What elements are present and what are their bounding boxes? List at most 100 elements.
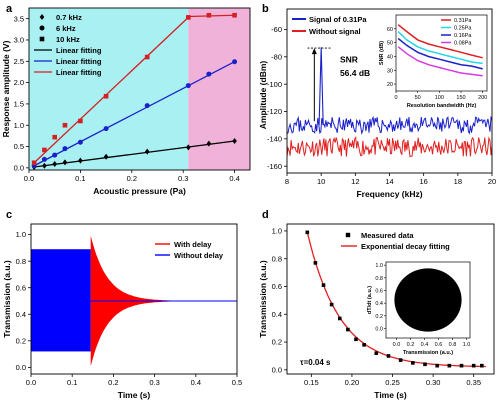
inset-x-tick-label: 200 xyxy=(478,95,487,101)
plot-frame xyxy=(395,14,488,92)
data-point-diamond xyxy=(186,144,191,151)
fit-line-2 xyxy=(33,16,189,164)
data-point-square xyxy=(232,12,237,18)
measured-data-point xyxy=(435,363,439,368)
inset-x-tick-label: 100 xyxy=(435,95,444,101)
without-signal-trace xyxy=(287,136,492,158)
d-y-tick-label: 1.0 xyxy=(272,227,282,236)
legend-marker-circle xyxy=(39,25,45,31)
a-y-tick-label: 0.5 xyxy=(14,142,24,151)
c-x-tick-label: 0.5 xyxy=(232,378,242,387)
data-point-circle xyxy=(232,59,238,65)
legend-label: Signal of 0.31Pa xyxy=(309,15,367,24)
data-point-circle xyxy=(62,146,68,152)
inset-x-tick-label: 1.0 xyxy=(463,342,471,348)
measured-data-point xyxy=(362,343,366,347)
inset-y-tick-label: 0.0 xyxy=(375,327,383,333)
data-point-circle xyxy=(144,103,150,109)
legend-label: 6 kHz xyxy=(56,24,76,33)
exponential-fit-curve xyxy=(306,232,486,368)
snr-value: 56.4 dB xyxy=(340,68,370,78)
d-x-tick-label: 0.20 xyxy=(345,378,360,387)
measured-data-point xyxy=(411,361,415,365)
panel-c-chart: 0.0 0.1 0.2 0.3 0.4 0.5 0.0 0.2 0.4 0.6 0.8 1.0 Time… xyxy=(2,223,242,400)
d-y-tick-label: 0.4 xyxy=(272,310,282,319)
inset-series-line xyxy=(397,31,483,65)
measured-data-point xyxy=(447,363,452,368)
a-y-tick-label: 1.5 xyxy=(14,100,24,109)
data-point-square xyxy=(52,134,57,140)
c-y-tick-label: 0.0 xyxy=(16,363,26,372)
data-point-circle xyxy=(41,156,47,162)
plot-frame xyxy=(385,261,471,339)
a-x-tick-label: 0.2 xyxy=(127,174,137,183)
data-point-diamond xyxy=(62,159,68,166)
inset-x-axis-title: Resolution bandwidth (Hz) xyxy=(407,103,477,109)
a-y-tick-label: 1.0 xyxy=(14,121,24,130)
legend-label: 10 kHz xyxy=(56,35,80,44)
legend-label: With delay xyxy=(174,240,212,249)
panel-label-d: d xyxy=(262,209,269,221)
c-x-tick-label: 0.0 xyxy=(26,378,36,387)
y-axis-title: Amplitude (dBm) xyxy=(258,61,268,130)
data-point-diamond xyxy=(103,153,109,160)
legend-label: Without signal xyxy=(309,27,361,36)
d-x-tick-label: 0.35 xyxy=(466,378,481,387)
fit-line-0 xyxy=(34,140,235,168)
d-y-tick-label: 0.0 xyxy=(272,365,282,374)
c-x-tick-label: 0.4 xyxy=(191,378,201,387)
a-x-tick-label: 0.4 xyxy=(229,174,239,183)
d-y-tick-label: 0.8 xyxy=(272,254,282,263)
b-y-tick-label: -60 xyxy=(271,25,282,34)
data-point-diamond xyxy=(206,140,212,147)
inset-y-tick-label: 50 xyxy=(387,41,393,47)
c-y-tick-label: 0.8 xyxy=(16,257,26,266)
fit-line-1 xyxy=(33,61,235,167)
inset-x-tick-label: 0.8 xyxy=(449,342,457,348)
a-x-tick-label: 0.1 xyxy=(75,174,85,183)
legend-label: Linear fitting xyxy=(56,68,102,77)
inset-x-tick-label: 0.4 xyxy=(421,342,429,348)
plot-frame xyxy=(28,7,251,171)
inset-y-axis-title: SNR (dB) xyxy=(379,41,385,65)
x-axis-title: Frequency (kHz) xyxy=(356,189,422,199)
d-x-tick-label: 0.15 xyxy=(304,378,319,387)
measured-data-point xyxy=(374,351,379,355)
x-axis-title: Time (s) xyxy=(374,390,407,400)
legend-label: Linear fitting xyxy=(56,57,102,66)
inset-y-tick-label: 20 xyxy=(387,82,393,88)
inset-y-tick-label: 1.0 xyxy=(375,263,383,269)
measured-data-point xyxy=(305,230,310,235)
d-x-tick-label: 0.30 xyxy=(426,378,441,387)
legend-marker-square xyxy=(39,36,45,42)
c-y-tick-label: 1.0 xyxy=(16,230,26,239)
legend-label: Without delay xyxy=(174,251,224,260)
measured-data-point xyxy=(313,261,318,265)
inset-y-tick-label: 60 xyxy=(387,27,393,33)
data-point-square xyxy=(62,122,68,128)
inset-y-tick-label: 0.6 xyxy=(375,289,383,295)
measured-data-point xyxy=(398,358,403,362)
measured-data-point xyxy=(346,327,350,332)
legend-label: 0.7 kHz xyxy=(56,13,82,22)
fit-line-3 xyxy=(188,14,235,18)
panel-label-a: a xyxy=(6,3,13,15)
data-point-circle xyxy=(206,71,212,77)
measured-data-point xyxy=(321,283,326,287)
b-x-tick-label: 18 xyxy=(454,177,462,186)
inset-x-tick-label: 0.2 xyxy=(407,342,415,348)
inset-y-axis-title: dT/dt (a.u.) xyxy=(367,286,373,314)
b-y-tick-label: -140 xyxy=(267,134,282,143)
data-point-square xyxy=(78,118,83,124)
data-point-square xyxy=(103,93,109,99)
panel-a-chart: 0.0 0.1 0.2 0.3 0.4 0.0 0.5 1.0 1.5 2.0 2.5 3.0 3.5 A… xyxy=(1,7,251,196)
inset-x-tick-label: 50 xyxy=(415,95,421,101)
legend-label: Measured data xyxy=(361,231,414,240)
a-x-tick-label: 0.3 xyxy=(178,174,188,183)
inset-series-line xyxy=(397,37,483,70)
a-y-tick-label: 2.5 xyxy=(14,57,24,66)
c-y-tick-label: 0.6 xyxy=(16,283,26,292)
legend-label: Linear fitting xyxy=(56,46,102,55)
c-x-tick-label: 0.3 xyxy=(149,378,159,387)
